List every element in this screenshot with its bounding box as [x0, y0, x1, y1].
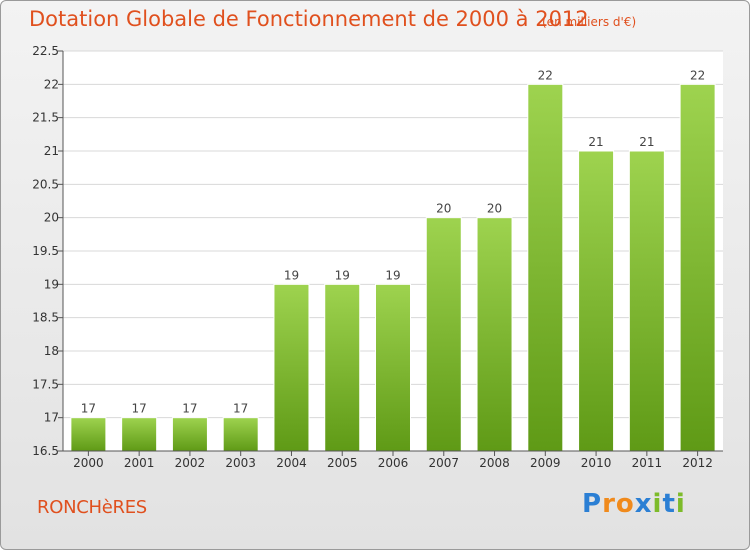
logo-letter: i	[652, 489, 663, 519]
x-tick-label: 2005	[327, 456, 358, 470]
x-tick-label: 2009	[530, 456, 561, 470]
y-tick-label: 17	[44, 411, 59, 425]
x-tick-label: 2010	[581, 456, 612, 470]
data-label: 19	[335, 268, 350, 282]
data-label: 17	[182, 402, 197, 416]
x-tick-label: 2004	[276, 456, 307, 470]
y-tick-label: 22	[44, 77, 59, 91]
bar	[527, 83, 564, 452]
y-tick-label: 18	[44, 344, 59, 358]
logo-letter: x	[634, 489, 653, 519]
chart-subtitle: (en milliers d'€)	[542, 15, 637, 29]
logo-letter: r	[602, 489, 616, 519]
bar	[324, 283, 361, 452]
y-tick-label: 17.5	[32, 377, 59, 391]
data-label: 17	[81, 402, 96, 416]
bar	[679, 83, 716, 452]
bar	[375, 283, 411, 452]
commune-name: RONCHèRES	[37, 497, 147, 518]
data-label: 22	[538, 68, 553, 82]
y-tick-label: 22.5	[32, 44, 59, 58]
data-label: 17	[132, 402, 147, 416]
x-tick-label: 2012	[682, 456, 713, 470]
data-label: 19	[385, 268, 400, 282]
x-tick-label: 2007	[428, 456, 459, 470]
data-label: 21	[639, 135, 654, 149]
x-tick-label: 2006	[378, 456, 409, 470]
bar	[628, 150, 665, 452]
logo-letter: P	[582, 489, 603, 519]
x-tick-label: 2000	[73, 456, 104, 470]
proxiti-logo: Proxiti	[582, 489, 686, 519]
bar	[222, 417, 259, 452]
logo-letter: t	[662, 489, 676, 519]
logo-letter: i	[675, 489, 686, 519]
y-tick-label: 21.5	[32, 111, 59, 125]
data-label: 21	[588, 135, 603, 149]
bar	[476, 217, 513, 452]
y-tick-label: 19	[44, 277, 59, 291]
x-tick-label: 2001	[124, 456, 155, 470]
x-tick-label: 2008	[479, 456, 510, 470]
x-tick-label: 2011	[632, 456, 663, 470]
bar	[578, 150, 615, 452]
x-tick-label: 2002	[175, 456, 206, 470]
y-tick-label: 20.5	[32, 177, 59, 191]
data-label: 22	[690, 68, 705, 82]
y-tick-label: 20	[44, 211, 59, 225]
y-tick-label: 19.5	[32, 244, 59, 258]
data-label: 17	[233, 402, 248, 416]
logo-letter: o	[615, 489, 635, 519]
y-tick-label: 18.5	[32, 311, 59, 325]
bar	[273, 283, 310, 452]
data-label: 20	[436, 202, 451, 216]
y-tick-label: 16.5	[32, 444, 59, 458]
bar	[121, 417, 158, 452]
chart-title: Dotation Globale de Fonctionnement de 20…	[29, 7, 589, 31]
x-tick-label: 2003	[225, 456, 256, 470]
y-tick-label: 21	[44, 144, 59, 158]
bar	[425, 217, 462, 452]
data-label: 20	[487, 202, 502, 216]
bar	[171, 417, 208, 452]
data-label: 19	[284, 268, 299, 282]
bar	[70, 417, 107, 452]
